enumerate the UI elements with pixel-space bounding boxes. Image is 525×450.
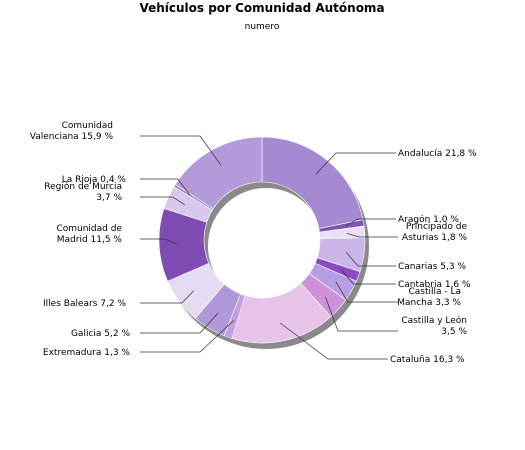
leader-line-4	[341, 269, 396, 285]
slice-label-2: Principado de Asturias 1,8 %	[402, 222, 468, 243]
leader-line-12	[140, 196, 185, 206]
leader-line-7	[280, 322, 388, 360]
slice-label-13: La Rioja 0,4 %	[62, 175, 127, 185]
slice-label-0: Andalucía 21,8 %	[398, 149, 477, 159]
slice-label-9: Galicia 5,2 %	[71, 329, 130, 339]
leader-line-3	[345, 252, 396, 267]
leader-line-5	[335, 281, 398, 303]
slice-label-7: Cataluña 16,3 %	[390, 355, 465, 365]
leader-line-6	[324, 296, 398, 332]
leader-line-11	[140, 238, 178, 245]
leader-line-0	[315, 152, 396, 175]
leader-line-8	[140, 319, 235, 353]
leader-line-1	[345, 218, 396, 227]
chart-title: Vehículos por Comunidad Autónoma	[139, 1, 384, 15]
leader-line-10	[140, 290, 195, 304]
slice-0	[261, 136, 364, 229]
slice-label-11: Comunidad de Madrid 11,5 %	[56, 224, 122, 245]
donut-slices	[158, 136, 366, 344]
slice-label-10: Illes Balears 7,2 %	[43, 299, 126, 309]
leader-line-9	[140, 312, 219, 334]
slice-label-3: Canarias 5,3 %	[398, 262, 466, 272]
slice-14	[174, 136, 263, 210]
slice-label-4: Cantabria 1,6 %	[398, 280, 471, 290]
slice-label-5: Castilla - La Mancha 3,3 %	[397, 287, 461, 308]
chart-subtitle: numero	[245, 22, 280, 32]
leader-line-14	[140, 135, 222, 166]
slice-label-12: Región de Murcia 3,7 %	[44, 181, 122, 203]
leader-line-2	[346, 232, 398, 238]
slice-label-1: Aragón 1,0 %	[398, 214, 459, 225]
slice-label-6: Castilla y León 3,5 %	[401, 315, 467, 337]
slice-label-8: Extremadura 1,3 %	[43, 348, 131, 358]
slice-label-14: Comunidad Valenciana 15,9 %	[30, 121, 114, 142]
slice-labels: Andalucía 21,8 % Aragón 1,0 %Principado d…	[30, 121, 477, 365]
leader-line-13	[140, 178, 191, 196]
